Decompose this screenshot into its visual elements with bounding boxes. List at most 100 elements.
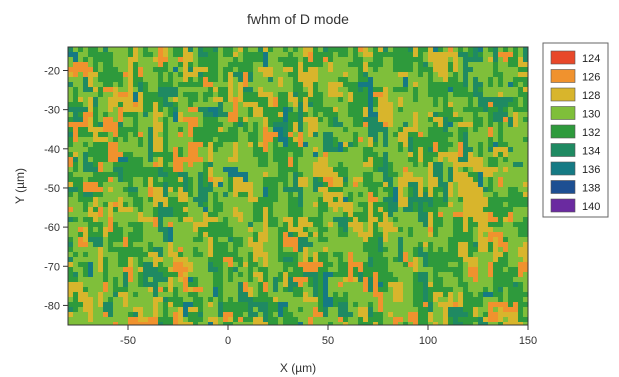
heatmap-cell — [358, 132, 363, 137]
heatmap-cell — [468, 207, 473, 212]
heatmap-cell — [193, 132, 198, 137]
heatmap-cell — [88, 212, 93, 217]
heatmap-cell — [218, 52, 223, 57]
heatmap-cell — [148, 102, 153, 107]
heatmap-cell — [178, 192, 183, 197]
heatmap-cell — [373, 162, 378, 167]
heatmap-cell — [363, 247, 368, 252]
heatmap-cell — [473, 187, 478, 192]
heatmap-cell — [318, 292, 323, 297]
heatmap-cell — [433, 97, 438, 102]
heatmap-cell — [118, 177, 123, 182]
heatmap-cell — [113, 197, 118, 202]
heatmap-cell — [93, 272, 98, 277]
heatmap-cell — [248, 312, 253, 317]
heatmap-cell — [443, 82, 448, 87]
heatmap-cell — [448, 237, 453, 242]
heatmap-cell — [363, 242, 368, 247]
heatmap-cell — [383, 182, 388, 187]
heatmap-cell — [503, 257, 508, 262]
heatmap-cell — [433, 202, 438, 207]
heatmap-cell — [203, 197, 208, 202]
heatmap-cell — [488, 107, 493, 112]
heatmap-cell — [438, 202, 443, 207]
heatmap-cell — [293, 262, 298, 267]
heatmap-cell — [393, 217, 398, 222]
heatmap-cell — [293, 117, 298, 122]
heatmap-cell — [263, 157, 268, 162]
heatmap-cell — [518, 307, 523, 312]
heatmap-cell — [133, 237, 138, 242]
heatmap-cell — [368, 82, 373, 87]
heatmap-cell — [123, 157, 128, 162]
heatmap-cell — [248, 132, 253, 137]
heatmap-cell — [383, 252, 388, 257]
heatmap-cell — [138, 137, 143, 142]
heatmap-cell — [338, 87, 343, 92]
heatmap-cell — [363, 182, 368, 187]
heatmap-cell — [358, 92, 363, 97]
heatmap-cell — [208, 92, 213, 97]
heatmap-cell — [503, 177, 508, 182]
heatmap-cell — [323, 277, 328, 282]
heatmap-cell — [378, 57, 383, 62]
heatmap-cell — [203, 307, 208, 312]
heatmap-cell — [78, 312, 83, 317]
heatmap-cell — [453, 157, 458, 162]
heatmap-cell — [338, 147, 343, 152]
heatmap-cell — [463, 142, 468, 147]
heatmap-cell — [223, 62, 228, 67]
heatmap-cell — [453, 242, 458, 247]
heatmap-cell — [303, 132, 308, 137]
heatmap-cell — [468, 157, 473, 162]
heatmap-cell — [468, 57, 473, 62]
heatmap-cell — [278, 297, 283, 302]
heatmap-cell — [413, 202, 418, 207]
heatmap-cell — [228, 152, 233, 157]
heatmap-cell — [408, 47, 413, 52]
heatmap-cell — [468, 117, 473, 122]
heatmap-cell — [338, 257, 343, 262]
heatmap-cell — [438, 252, 443, 257]
heatmap-cell — [238, 307, 243, 312]
heatmap-cell — [358, 182, 363, 187]
heatmap-cell — [493, 152, 498, 157]
heatmap-cell — [243, 307, 248, 312]
heatmap-cell — [88, 172, 93, 177]
heatmap-cell — [483, 47, 488, 52]
heatmap-cell — [523, 237, 528, 242]
heatmap-cell — [83, 97, 88, 102]
heatmap-cell — [313, 277, 318, 282]
heatmap-cell — [93, 177, 98, 182]
heatmap-cell — [173, 127, 178, 132]
heatmap-cell — [198, 242, 203, 247]
heatmap-cell — [128, 147, 133, 152]
heatmap-cell — [493, 72, 498, 77]
heatmap-cell — [203, 157, 208, 162]
heatmap-cell — [513, 72, 518, 77]
heatmap-cell — [163, 47, 168, 52]
heatmap-cell — [193, 57, 198, 62]
heatmap-cell — [438, 297, 443, 302]
heatmap-cell — [403, 242, 408, 247]
heatmap-cell — [308, 112, 313, 117]
heatmap-cell — [143, 202, 148, 207]
heatmap-cell — [73, 192, 78, 197]
heatmap-cell — [373, 122, 378, 127]
heatmap-cell — [268, 217, 273, 222]
heatmap-cell — [343, 297, 348, 302]
heatmap-cell — [93, 167, 98, 172]
heatmap-cell — [433, 272, 438, 277]
heatmap-cell — [288, 292, 293, 297]
heatmap-cell — [188, 292, 193, 297]
heatmap-cell — [253, 57, 258, 62]
heatmap-cell — [83, 62, 88, 67]
heatmap-cell — [78, 257, 83, 262]
heatmap-cell — [463, 217, 468, 222]
heatmap-cell — [408, 292, 413, 297]
heatmap-cell — [453, 192, 458, 197]
heatmap-cell — [378, 202, 383, 207]
heatmap-cell — [158, 182, 163, 187]
heatmap-cell — [148, 67, 153, 72]
heatmap-cell — [213, 272, 218, 277]
